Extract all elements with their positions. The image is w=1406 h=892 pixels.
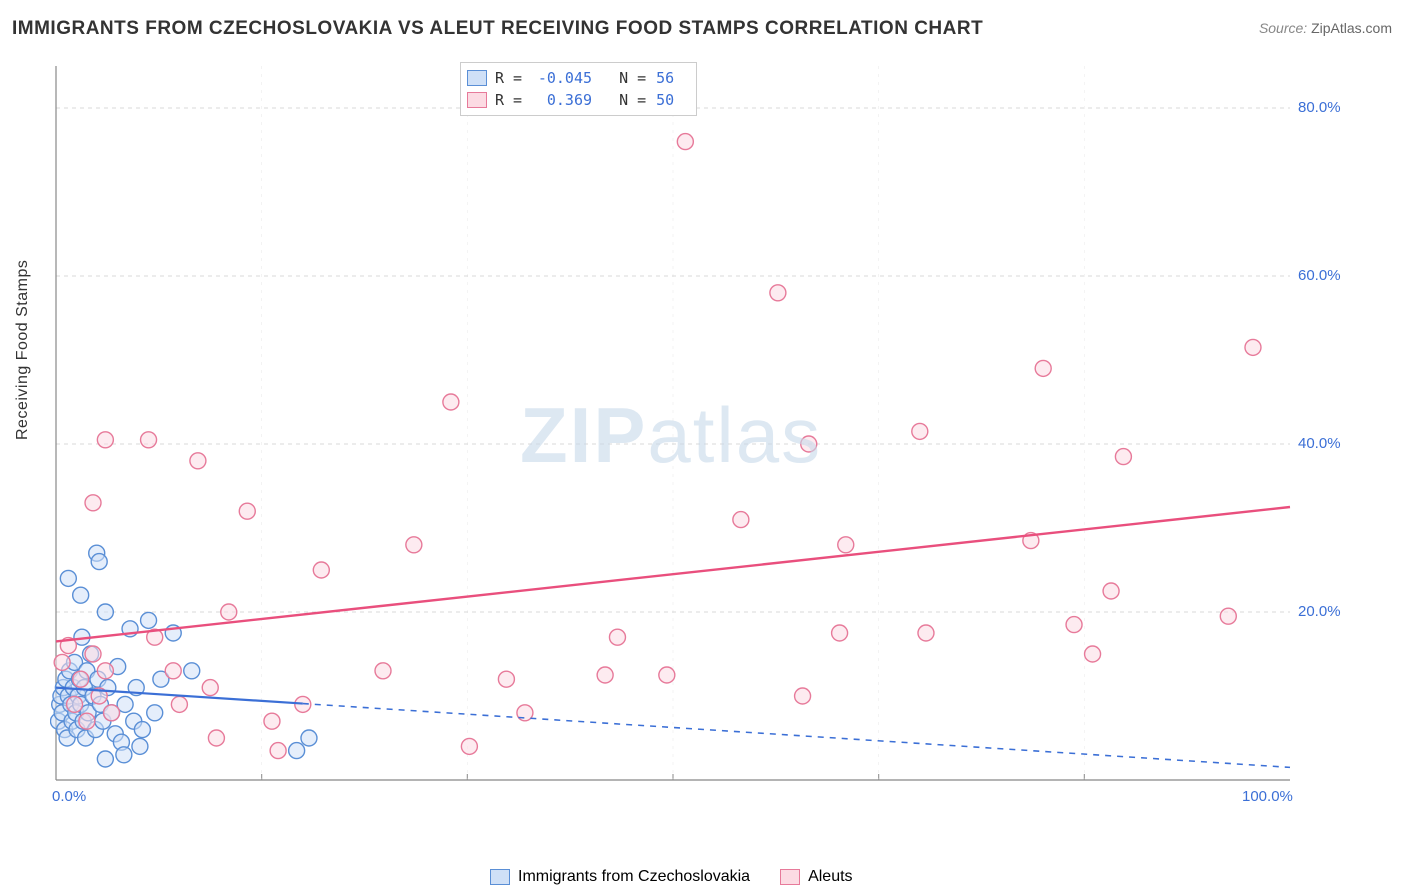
source-value: ZipAtlas.com: [1311, 20, 1392, 36]
scatter-chart: [50, 60, 1350, 820]
x-tick-label: 100.0%: [1242, 788, 1293, 805]
legend-row: R = -0.045 N = 56: [467, 67, 686, 89]
chart-root: IMMIGRANTS FROM CZECHOSLOVAKIA VS ALEUT …: [0, 0, 1406, 892]
y-tick-label: 20.0%: [1298, 603, 1341, 620]
legend-swatch: [490, 869, 510, 885]
legend-label: Immigrants from Czechoslovakia: [518, 868, 750, 886]
legend-swatch: [467, 92, 487, 108]
y-tick-label: 80.0%: [1298, 99, 1341, 116]
legend-swatch: [780, 869, 800, 885]
legend-swatch: [467, 70, 487, 86]
y-tick-label: 40.0%: [1298, 435, 1341, 452]
legend-values: R = -0.045 N = 56: [495, 69, 686, 87]
x-tick-label: 0.0%: [52, 788, 86, 805]
legend-values: R = 0.369 N = 50: [495, 91, 686, 109]
source-attribution: Source: ZipAtlas.com: [1259, 20, 1392, 36]
series-legend: Immigrants from Czechoslovakia Aleuts: [490, 868, 853, 886]
chart-title: IMMIGRANTS FROM CZECHOSLOVAKIA VS ALEUT …: [12, 18, 983, 40]
y-axis-label: Receiving Food Stamps: [14, 260, 32, 440]
y-tick-label: 60.0%: [1298, 267, 1341, 284]
legend-label: Aleuts: [808, 868, 852, 886]
legend-item: Immigrants from Czechoslovakia: [490, 868, 750, 886]
legend-item: Aleuts: [780, 868, 852, 886]
plot-area: [50, 60, 1350, 820]
legend-row: R = 0.369 N = 50: [467, 89, 686, 111]
source-label: Source:: [1259, 20, 1307, 36]
correlation-legend: R = -0.045 N = 56 R = 0.369 N = 50: [460, 62, 697, 116]
